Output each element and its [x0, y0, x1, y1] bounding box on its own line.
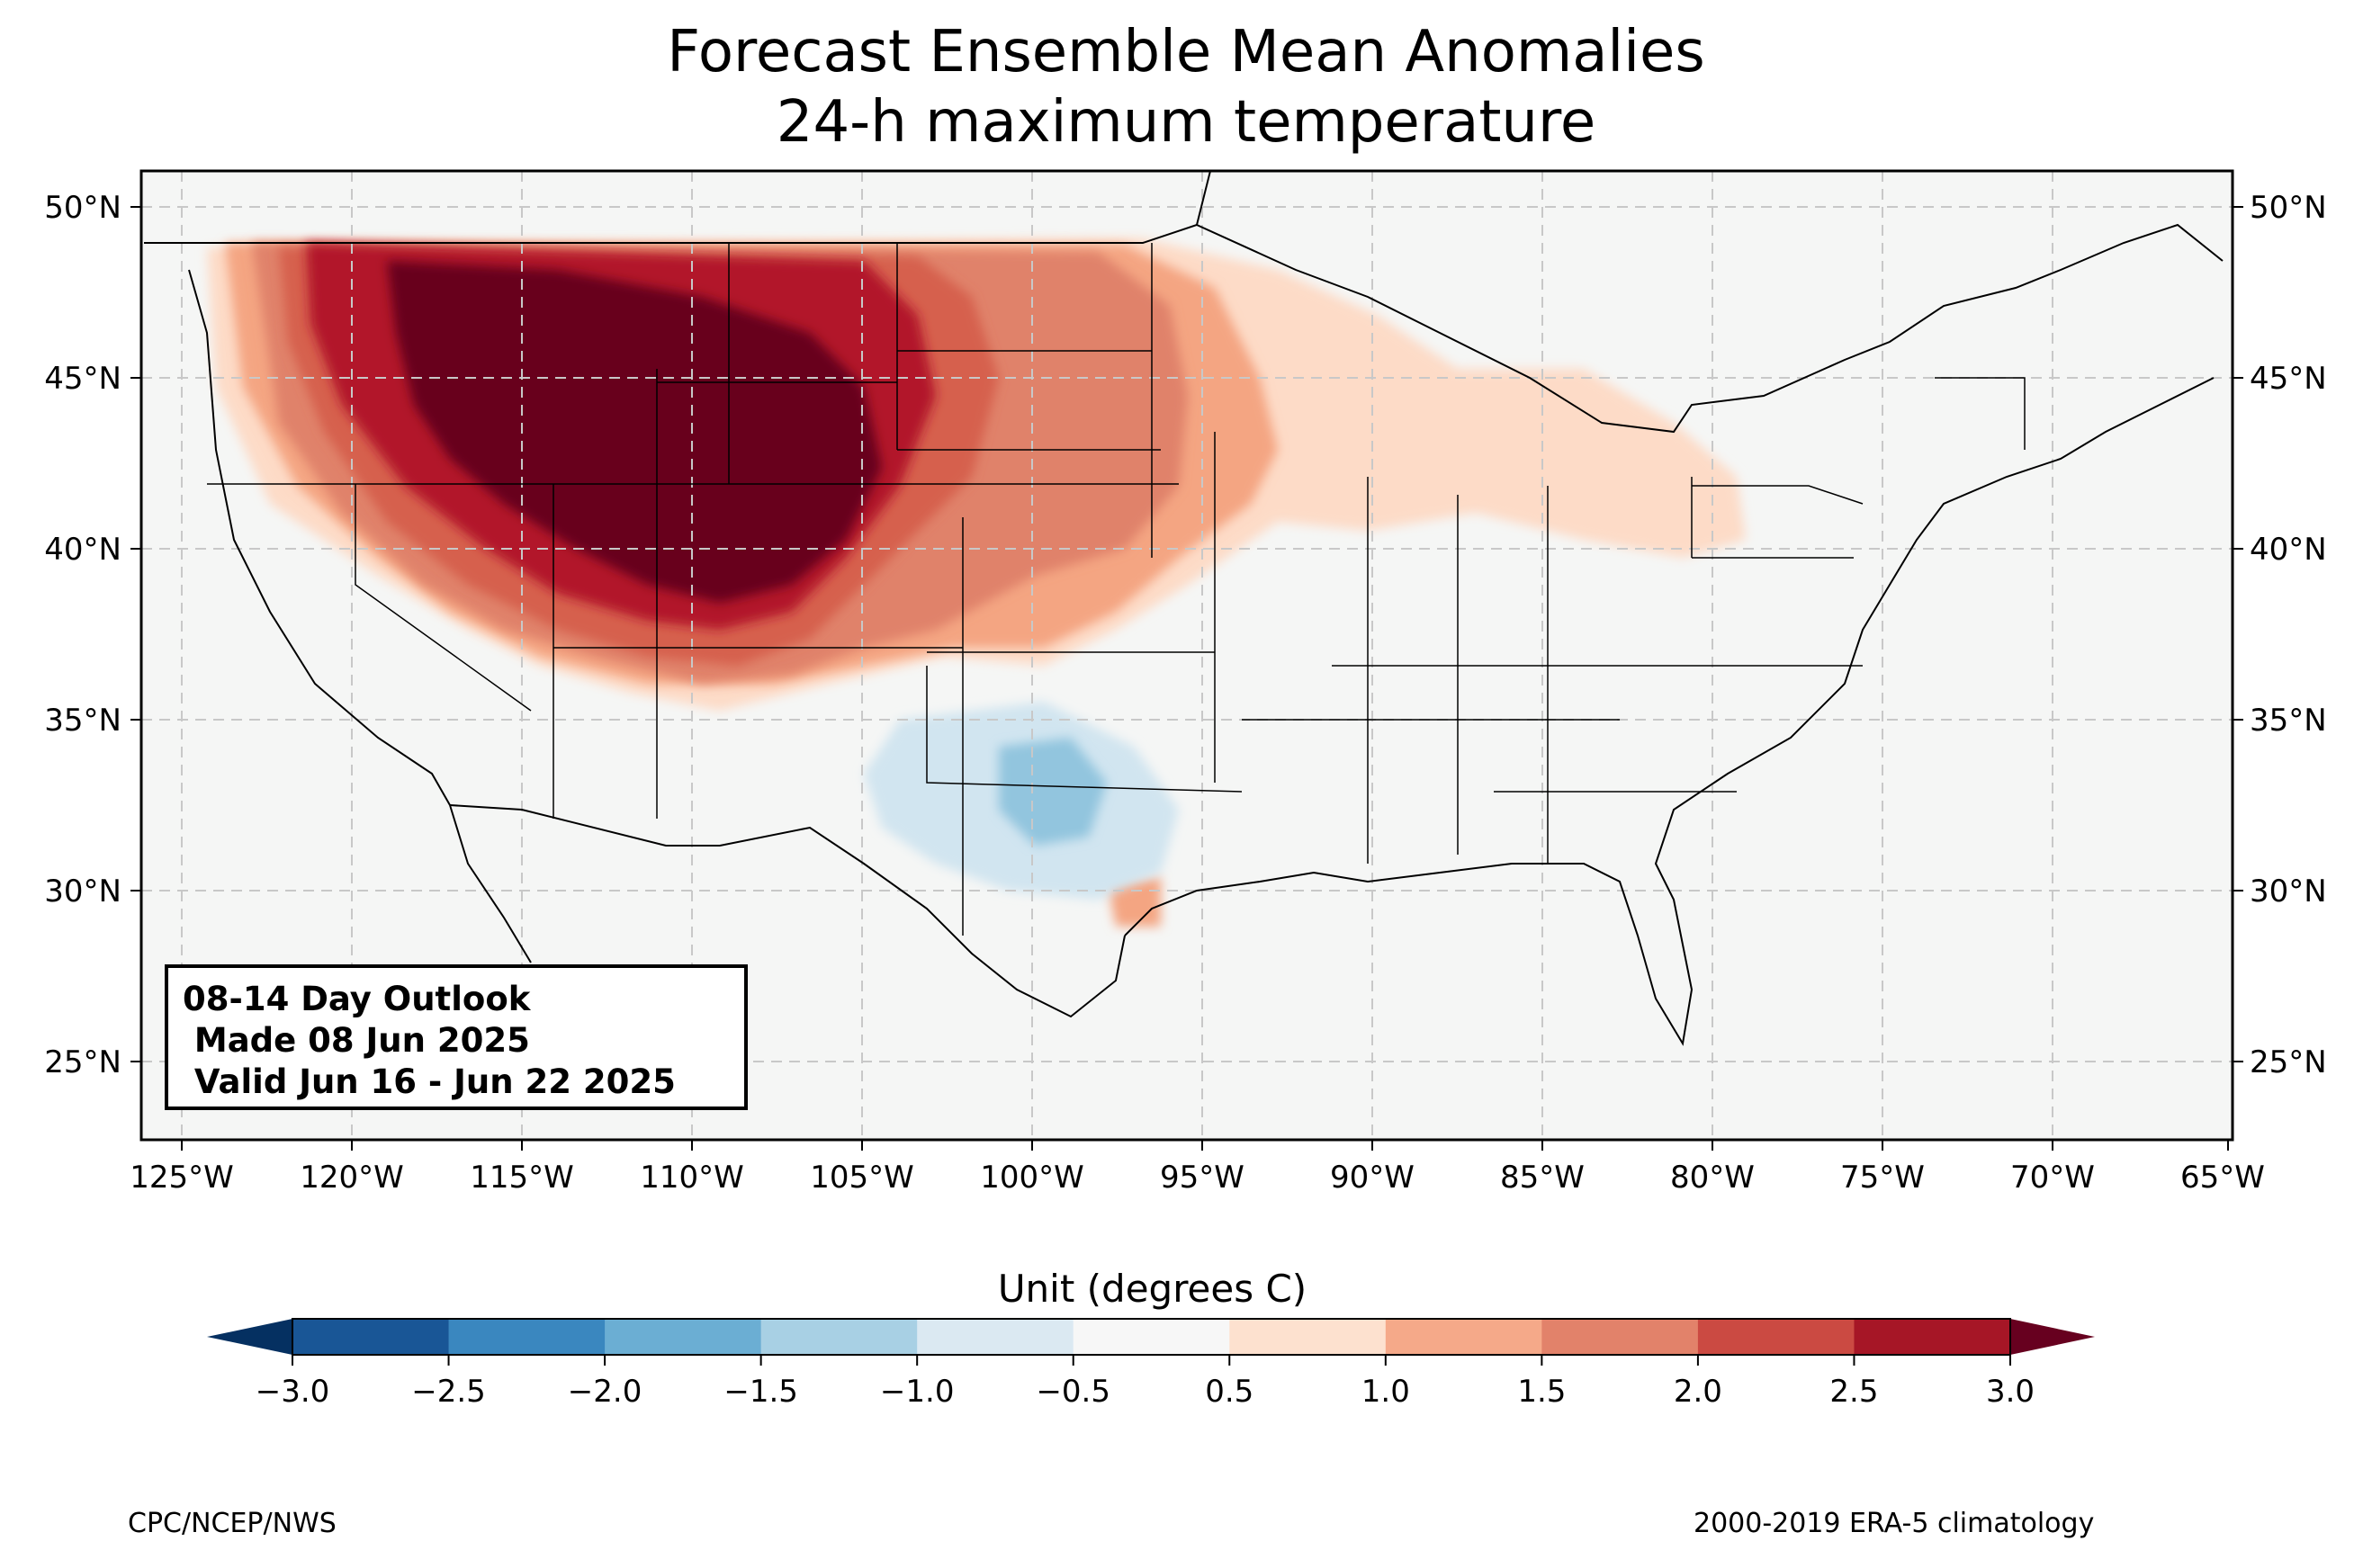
colorbar-tick-label: 1.5 [1517, 1374, 1566, 1410]
outlook-period: 08-14 Day Outlook [183, 980, 531, 1018]
colorbar-segment [760, 1319, 918, 1355]
lon-label: 90°W [1330, 1160, 1415, 1196]
colorbar-segment [1229, 1319, 1387, 1355]
outlook-made-date: Made 08 Jun 2025 [183, 1021, 530, 1060]
footer-climatology: 2000-2019 ERA-5 climatology [1694, 1508, 2095, 1539]
colorbar-segment [917, 1319, 1074, 1355]
colorbar-tick-label: −1.5 [723, 1374, 798, 1410]
lat-label: 25°N [2250, 1044, 2327, 1080]
outlook-valid-range: Valid Jun 16 - Jun 22 2025 [183, 1062, 676, 1101]
anomaly-warm-30 [387, 261, 882, 603]
lon-label: 100°W [980, 1160, 1084, 1196]
lon-label: 110°W [640, 1160, 744, 1196]
colorbar: −3.0 −2.5 −2.0 −1.5 −1.0 −0.5 0.5 1.0 1.5 2.0 2.5 3… [207, 1318, 2095, 1410]
colorbar-tick-label: 3.0 [1986, 1374, 2035, 1410]
tick-marks [130, 206, 2243, 1151]
colorbar-extend-high [2010, 1319, 2095, 1355]
lat-label: 40°N [44, 532, 121, 568]
colorbar-tick-label: −1.0 [880, 1374, 955, 1410]
lon-tick-labels: 125°W 120°W 115°W 110°W 105°W 100°W 95°W… [130, 1160, 2265, 1196]
colorbar-segment [605, 1319, 762, 1355]
lon-label: 95°W [1160, 1160, 1244, 1196]
lat-label: 45°N [2250, 361, 2327, 397]
anomaly-cool-10 [999, 738, 1107, 846]
colorbar-tick-label: 2.0 [1674, 1374, 1722, 1410]
lon-label: 85°W [1500, 1160, 1585, 1196]
lon-label: 65°W [2180, 1160, 2265, 1196]
colorbar-segment [292, 1319, 450, 1355]
colorbar-extend-low [207, 1319, 292, 1355]
lat-label: 45°N [44, 361, 121, 397]
chart-title-line1: Forecast Ensemble Mean Anomalies [667, 19, 1705, 85]
colorbar-tick-label: −0.5 [1036, 1374, 1110, 1410]
lat-label: 50°N [2250, 190, 2327, 226]
colorbar-segment [1073, 1319, 1230, 1355]
colorbar-tick-label: −2.0 [568, 1374, 642, 1410]
lat-label: 25°N [44, 1044, 121, 1080]
lon-label: 105°W [810, 1160, 914, 1196]
colorbar-segment [1541, 1319, 1699, 1355]
colorbar-segment [1854, 1319, 2011, 1355]
colorbar-title: Unit (degrees C) [997, 1267, 1307, 1311]
country-borders [144, 171, 2224, 1046]
lat-label: 35°N [2250, 703, 2327, 739]
lon-label: 80°W [1670, 1160, 1755, 1196]
chart-title-line2: 24-h maximum temperature [776, 89, 1596, 156]
lat-tick-labels-right: 25°N 30°N 35°N 40°N 45°N 50°N [2250, 190, 2327, 1080]
lat-tick-labels-left: 25°N 30°N 35°N 40°N 45°N 50°N [44, 190, 121, 1080]
lat-label: 40°N [2250, 532, 2327, 568]
colorbar-tick-label: 2.5 [1829, 1374, 1878, 1410]
lon-label: 115°W [470, 1160, 574, 1196]
colorbar-segment [448, 1319, 606, 1355]
lat-label: 35°N [44, 703, 121, 739]
footer-source: CPC/NCEP/NWS [128, 1508, 337, 1539]
colorbar-tick-label: −3.0 [256, 1374, 330, 1410]
lon-label: 70°W [2010, 1160, 2095, 1196]
state-borders [207, 243, 2026, 936]
lat-label: 30°N [44, 874, 121, 909]
outlook-info-box: 08-14 Day Outlook Made 08 Jun 2025 Valid… [165, 964, 748, 1110]
lat-label: 50°N [44, 190, 121, 226]
lon-label: 120°W [300, 1160, 404, 1196]
colorbar-tick-label: 0.5 [1205, 1374, 1253, 1410]
lon-label: 75°W [1840, 1160, 1925, 1196]
lat-label: 30°N [2250, 874, 2327, 909]
lon-label: 125°W [130, 1160, 234, 1196]
colorbar-segment [1385, 1319, 1542, 1355]
colorbar-tick-label: 1.0 [1361, 1374, 1410, 1410]
colorbar-segment [1697, 1319, 1855, 1355]
map-frame [139, 169, 2234, 1142]
colorbar-tick-label: −2.5 [411, 1374, 486, 1410]
